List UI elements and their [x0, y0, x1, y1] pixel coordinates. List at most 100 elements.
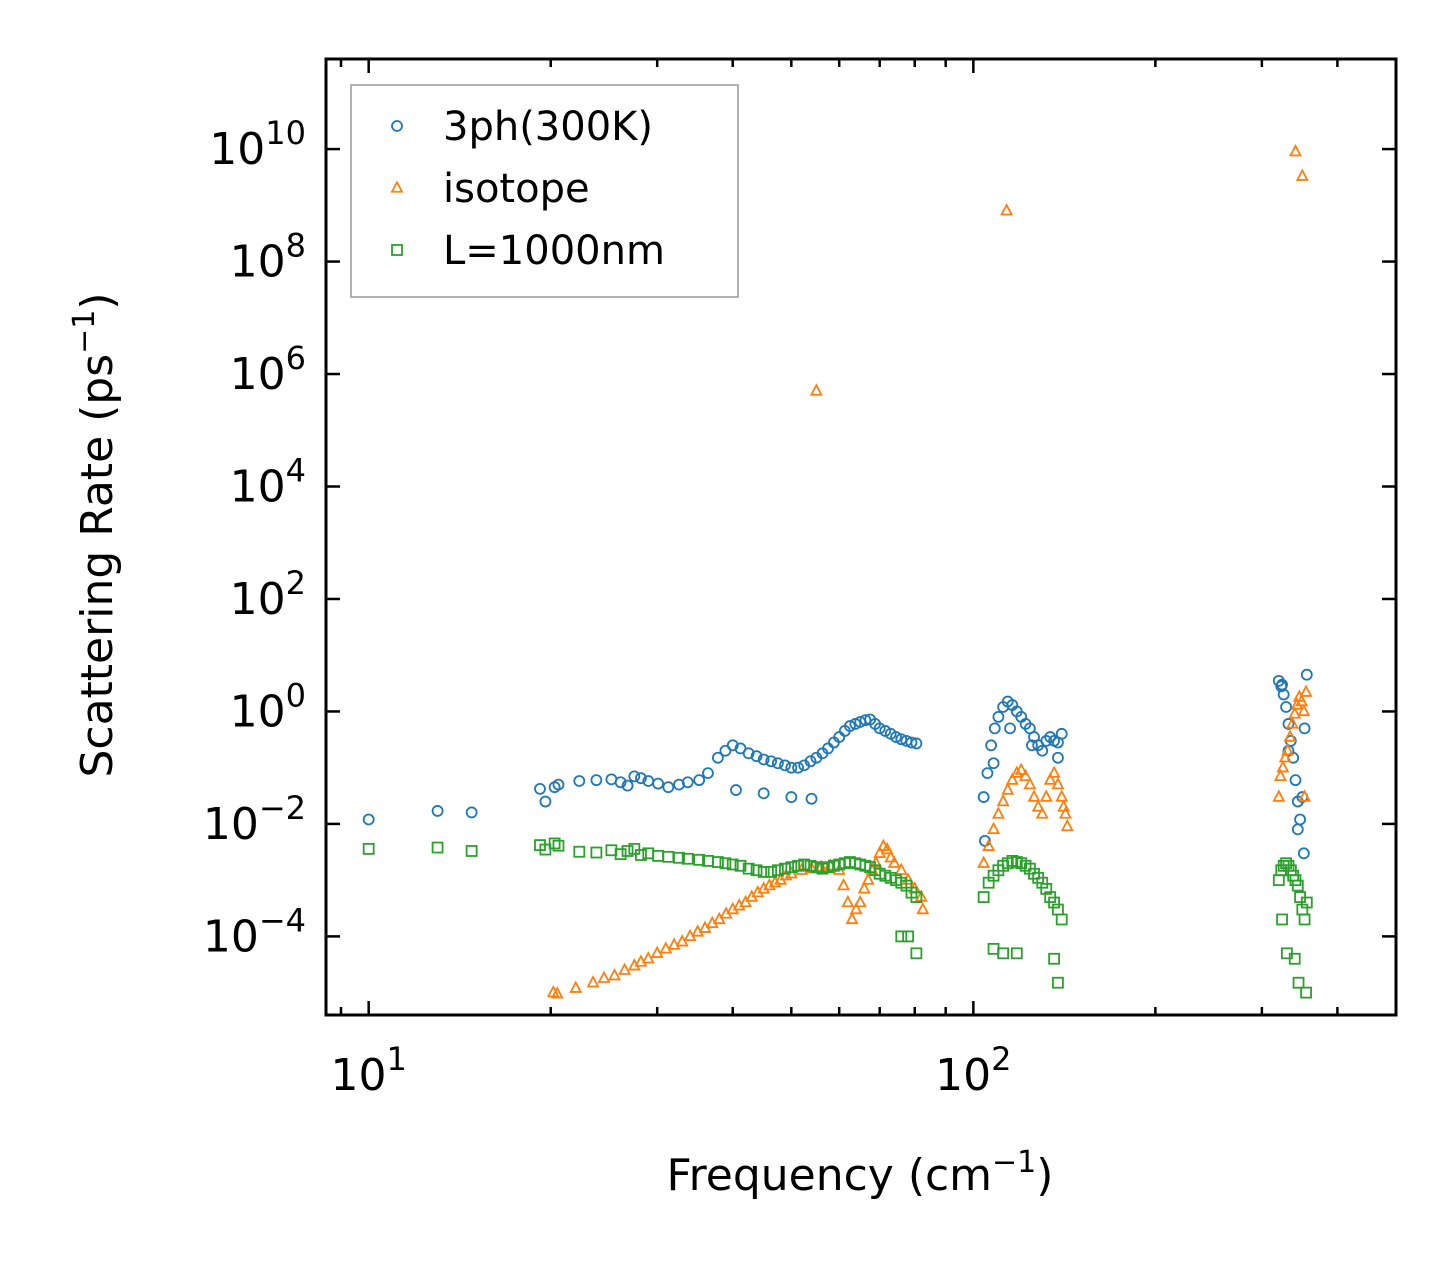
- data-point: [895, 930, 908, 943]
- data-point: [765, 866, 778, 878]
- data-point: [1294, 813, 1306, 826]
- data-point: [1051, 776, 1065, 790]
- y-axis-title: Scattering Rate (ps−1): [67, 292, 123, 777]
- data-point: [608, 968, 621, 981]
- legend-marker: [391, 244, 403, 256]
- data-point: [750, 750, 763, 763]
- data-point: [635, 772, 647, 785]
- data-point: [910, 737, 923, 750]
- data-point: [719, 744, 732, 757]
- y-axis-title-end: ): [72, 292, 123, 309]
- x-axis-title-end: ): [1036, 1150, 1053, 1201]
- data-point: [841, 894, 855, 908]
- data-point: [1283, 729, 1297, 742]
- data-point: [734, 859, 747, 872]
- x-tick-label: 101: [330, 1040, 406, 1101]
- data-point: [590, 774, 603, 787]
- data-point: [1272, 789, 1286, 802]
- data-point: [1044, 731, 1057, 743]
- plot-frame: [324, 57, 1398, 1017]
- data-point: [1295, 693, 1309, 707]
- data-point: [1272, 674, 1285, 687]
- data-point: [662, 850, 675, 863]
- data-point: [779, 862, 791, 875]
- data-point: [804, 755, 817, 768]
- data-point: [628, 842, 641, 855]
- data-point: [810, 861, 823, 874]
- data-point: [711, 751, 724, 764]
- data-point: [650, 945, 664, 958]
- data-point: [681, 776, 694, 789]
- data-point: [884, 850, 898, 863]
- data-point: [681, 852, 694, 865]
- data-point: [1019, 768, 1033, 782]
- data-point: [1047, 765, 1061, 778]
- data-point: [726, 739, 739, 752]
- data-point: [621, 779, 634, 792]
- data-point: [1031, 799, 1045, 812]
- data-point: [985, 739, 998, 752]
- data-point: [991, 806, 1005, 819]
- data-point: [719, 857, 732, 870]
- data-point: [910, 891, 923, 903]
- data-point: [1298, 789, 1312, 802]
- legend-marker: [390, 180, 404, 193]
- data-point: [982, 838, 996, 851]
- data-point: [1040, 882, 1053, 895]
- data-point: [750, 864, 763, 877]
- data-point: [1052, 976, 1064, 989]
- data-point: [1036, 744, 1049, 757]
- tick-layer: 101 102 10−4 10−2 100 102 104 106 108 1010: [203, 59, 1398, 1101]
- data-point: [757, 866, 770, 878]
- data-point: [849, 901, 863, 915]
- data-point: [988, 722, 1001, 735]
- data-point: [1276, 913, 1288, 926]
- x-axis-title-text: Frequency (cm: [667, 1150, 993, 1201]
- data-point: [693, 774, 706, 787]
- data-point: [844, 720, 856, 732]
- data-point: [1285, 716, 1299, 729]
- data-point: [1010, 765, 1024, 778]
- data-point: [1035, 806, 1049, 819]
- data-point: [1048, 896, 1060, 909]
- data-point: [548, 837, 561, 850]
- data-point: [590, 846, 603, 859]
- data-point: [798, 858, 811, 871]
- data-point: [1292, 976, 1305, 989]
- data-point: [785, 791, 798, 803]
- y-axis-title-text: Scattering Rate (ps: [72, 354, 123, 778]
- data-point: [659, 941, 673, 954]
- data-point: [977, 791, 990, 803]
- data-point: [1297, 703, 1311, 717]
- data-point: [1300, 986, 1312, 999]
- x-axis-title: Frequency (cm−1): [667, 1145, 1054, 1201]
- data-point: [916, 901, 930, 915]
- data-point: [859, 714, 872, 727]
- data-point: [552, 839, 565, 852]
- data-point: [726, 858, 739, 871]
- data-point: [977, 855, 991, 868]
- data-point: [992, 710, 1005, 723]
- data-point: [987, 821, 1001, 835]
- y-tick-label: 102: [230, 564, 306, 625]
- data-point: [1280, 701, 1292, 713]
- legend-label: isotope: [443, 166, 590, 212]
- data-point: [805, 792, 818, 805]
- data-point: [1291, 879, 1304, 892]
- data-point: [1005, 772, 1019, 785]
- y-tick-label: 100: [230, 676, 306, 737]
- data-point: [742, 747, 755, 760]
- data-point: [1289, 143, 1302, 157]
- data-point: [1043, 772, 1057, 785]
- data-point: [751, 884, 765, 898]
- data-point: [1052, 751, 1064, 764]
- data-point: [905, 736, 918, 749]
- data-point: [550, 986, 564, 999]
- data-point: [1299, 684, 1313, 697]
- svg-text:Scattering Rate (ps−1): Scattering Rate (ps−1): [67, 292, 123, 777]
- data-point: [652, 777, 664, 790]
- data-point: [1300, 896, 1313, 909]
- y-tick-label: 1010: [209, 114, 306, 175]
- data-point: [1039, 789, 1053, 802]
